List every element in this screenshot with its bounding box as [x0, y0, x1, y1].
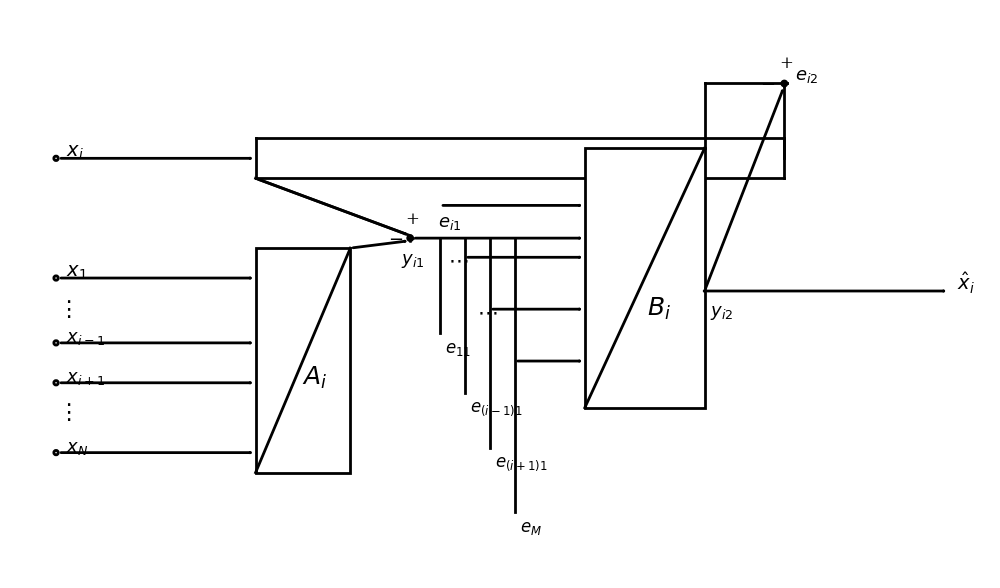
Text: $e_{M}$: $e_{M}$: [520, 520, 542, 537]
Text: $A_i$: $A_i$: [302, 365, 327, 392]
Text: +: +: [779, 55, 793, 72]
Text: $x_N$: $x_N$: [66, 439, 88, 457]
Bar: [256, 248, 350, 473]
Circle shape: [408, 236, 413, 240]
Bar: [585, 148, 705, 407]
Text: $\hat{x}_i$: $\hat{x}_i$: [957, 270, 975, 296]
Text: +: +: [405, 211, 419, 228]
Text: $e_{(i+1)1}$: $e_{(i+1)1}$: [495, 456, 548, 473]
Text: $e_{(i-1)1}$: $e_{(i-1)1}$: [470, 401, 523, 418]
Text: $-$: $-$: [388, 229, 403, 247]
Text: $\cdots$: $\cdots$: [477, 303, 497, 322]
Text: $e_{i1}$: $e_{i1}$: [438, 214, 461, 232]
Text: $e_{11}$: $e_{11}$: [445, 341, 471, 358]
Text: $\cdots$: $\cdots$: [448, 251, 468, 270]
Circle shape: [782, 81, 787, 86]
Text: $x_{i+1}$: $x_{i+1}$: [66, 369, 105, 387]
Text: $y_{i2}$: $y_{i2}$: [710, 304, 733, 322]
Circle shape: [704, 290, 706, 292]
Text: $x_1$: $x_1$: [66, 264, 88, 282]
Text: $-$: $-$: [760, 75, 775, 92]
Text: $y_{i1}$: $y_{i1}$: [401, 252, 425, 269]
Text: $\vdots$: $\vdots$: [57, 299, 71, 322]
Text: $x_{i-1}$: $x_{i-1}$: [66, 329, 105, 347]
Text: $\vdots$: $\vdots$: [57, 402, 71, 424]
Text: $B_i$: $B_i$: [647, 296, 671, 322]
Text: $e_{i2}$: $e_{i2}$: [795, 66, 818, 85]
Text: $x_i$: $x_i$: [66, 144, 84, 162]
